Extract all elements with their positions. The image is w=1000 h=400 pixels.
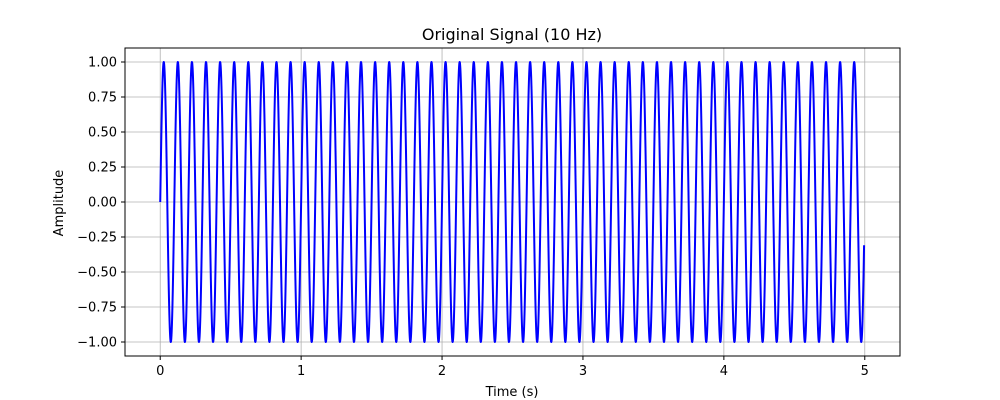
y-tick-label: 0.00 bbox=[88, 196, 117, 211]
y-tick-label: 1.00 bbox=[88, 56, 117, 71]
x-tick-label: 2 bbox=[438, 364, 446, 379]
x-axis-ticks: 0 1 2 3 4 5 bbox=[156, 356, 869, 379]
signal-line bbox=[159, 61, 866, 343]
x-tick-label: 3 bbox=[579, 364, 587, 379]
y-tick-label: −0.25 bbox=[77, 231, 117, 246]
signal-series bbox=[159, 61, 866, 343]
y-tick-label: −1.00 bbox=[77, 336, 117, 351]
y-tick-label: −0.75 bbox=[77, 301, 117, 316]
x-tick-label: 0 bbox=[156, 364, 164, 379]
y-tick-label: −0.50 bbox=[77, 266, 117, 281]
y-axis-label: Amplitude bbox=[52, 170, 67, 237]
y-axis-ticks: −1.00 −0.75 −0.50 −0.25 0.00 0.25 0.50 0.75 1.00 bbox=[77, 56, 125, 351]
y-tick-label: 0.50 bbox=[88, 126, 117, 141]
x-tick-label: 1 bbox=[297, 364, 305, 379]
y-tick-label: 0.25 bbox=[88, 161, 117, 176]
chart-title: Original Signal (10 Hz) bbox=[422, 25, 602, 44]
x-axis-label: Time (s) bbox=[485, 385, 539, 400]
x-tick-label: 4 bbox=[720, 364, 728, 379]
y-tick-label: 0.75 bbox=[88, 91, 117, 106]
x-tick-label: 5 bbox=[861, 364, 869, 379]
